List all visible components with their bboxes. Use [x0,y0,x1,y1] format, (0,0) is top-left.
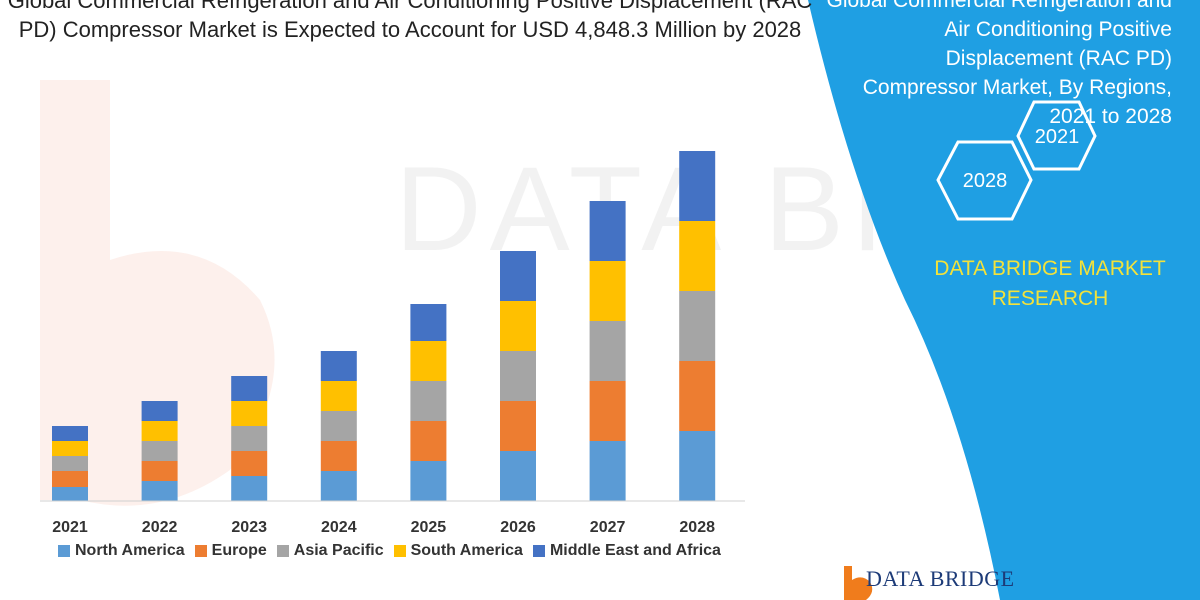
bar-2023-europe [231,451,268,476]
bar-2026-south-america [500,301,536,351]
hexagon-2021 [1016,100,1097,171]
hexagon-2028 [936,140,1033,221]
logo-text: DATA BRIDGE [866,566,1015,591]
legend-swatch-north-america [58,545,70,557]
bar-2028-asia-pacific [679,291,716,361]
side-panel-title: Global Commercial Refrigeration and Air … [826,0,1173,128]
bar-2022-middle-east-and-africa [141,401,178,421]
bar-2021-middle-east-and-africa [52,426,88,441]
bar-2021-europe [52,471,88,487]
x-tick-label-2028: 2028 [679,519,715,536]
x-tick-label-2026: 2026 [500,519,536,536]
legend-item-europe: Europe [194,542,267,560]
legend-item-middle-east-and-africa: Middle East and Africa [532,542,721,560]
bar-2024-middle-east-and-africa [320,351,357,381]
bar-2022-south-america [141,421,178,441]
bar-2025-north-america [410,461,447,501]
legend-swatch-europe [194,545,207,557]
bar-2028-europe [679,361,716,431]
bar-2026-middle-east-and-africa [500,251,536,301]
side-panel-bg [808,0,1200,600]
hexagon-2028-label: 2028 [962,170,1008,192]
bar-2025-europe [410,421,447,461]
bar-2021-north-america [52,487,88,501]
legend-label-south-america: South America [410,542,523,559]
bar-2026-asia-pacific [500,351,536,401]
legend-label-middle-east-and-africa: Middle East and Africa [549,542,721,559]
bar-2023-asia-pacific [231,426,268,451]
bar-group [52,151,716,501]
bar-2028-north-america [679,431,716,501]
bar-2021-asia-pacific [52,456,88,471]
bar-2027-south-america [589,261,626,321]
bar-2023-north-america [231,476,268,501]
brand-name: DATA BRIDGE MARKET RESEARCH [900,254,1200,314]
bar-2027-asia-pacific [589,321,626,381]
bar-2021-south-america [52,441,88,456]
bar-2024-europe [320,441,357,471]
bar-2027-middle-east-and-africa [589,201,626,261]
bar-2026-north-america [500,451,536,501]
bar-2024-north-america [320,471,357,501]
legend-swatch-middle-east-and-africa [532,545,545,557]
x-tick-label-2022: 2022 [142,519,178,536]
legend-item-south-america: South America [393,542,523,560]
legend-label-north-america: North America [75,542,185,559]
bar-2022-europe [141,461,178,481]
x-tick-label-2021: 2021 [52,519,88,536]
legend-swatch-asia-pacific [276,545,289,557]
bar-2027-north-america [589,441,626,501]
x-tick-label-2023: 2023 [231,519,267,536]
bar-2026-europe [500,401,536,451]
bar-2025-south-america [410,341,447,381]
hexagon-2021-label: 2021 [1034,126,1080,148]
brand-line-2: RESEARCH [991,287,1109,310]
chart-legend: North America Europe Asia Pacific South Ame… [58,540,721,562]
bar-2028-middle-east-and-africa [679,151,716,221]
chart-title: Global Commercial Refrigeration and Air … [7,0,813,42]
x-tick-label-2024: 2024 [321,519,357,536]
bar-2024-asia-pacific [320,411,357,441]
x-axis-tick-labels: 2021 2022 2023 2024 2025 2026 2027 2028 [52,519,715,536]
legend-item-asia-pacific: Asia Pacific [276,542,384,560]
bar-2028-south-america [679,221,716,291]
bar-2025-asia-pacific [410,381,447,421]
logo-mark [844,566,873,600]
bar-2024-south-america [320,381,357,411]
legend-item-north-america: North America [58,542,185,560]
legend-swatch-south-america [393,545,406,557]
bar-2022-asia-pacific [141,441,178,461]
bar-2023-south-america [231,401,268,426]
bar-2027-europe [589,381,626,441]
x-tick-label-2027: 2027 [590,519,626,536]
bar-2025-middle-east-and-africa [410,304,447,341]
legend-label-asia-pacific: Asia Pacific [293,542,384,559]
legend-label-europe: Europe [211,542,267,559]
brand-line-1: DATA BRIDGE MARKET [934,257,1166,280]
bar-2022-north-america [141,481,178,501]
x-tick-label-2025: 2025 [411,519,447,536]
bar-2023-middle-east-and-africa [231,376,268,401]
